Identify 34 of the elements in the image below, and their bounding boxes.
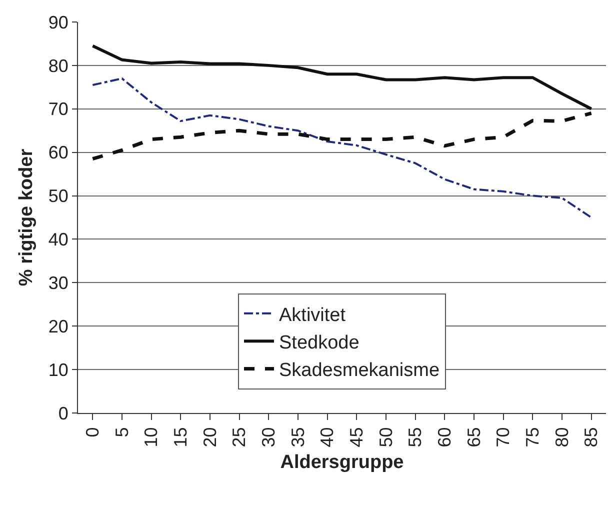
x-tick-label: 50 (376, 427, 396, 448)
y-tick-label: 40 (48, 230, 68, 250)
x-tick-label: 45 (346, 427, 367, 448)
x-tick-label: 25 (229, 427, 250, 448)
x-tick-label: 80 (552, 427, 572, 448)
x-tick-label: 5 (112, 427, 132, 438)
legend-label: Aktivitet (279, 304, 346, 326)
x-tick-label: 65 (464, 427, 484, 448)
x-tick-label: 55 (405, 427, 426, 448)
x-tick-label: 40 (317, 427, 338, 448)
legend-label: Stedkode (279, 332, 360, 354)
legend-label: Skadesmekanisme (279, 360, 440, 382)
x-tick-label: 0 (82, 427, 103, 438)
y-tick-label: 90 (48, 12, 68, 32)
y-axis-title: % rigtige koder (16, 148, 38, 286)
x-tick-label: 35 (288, 427, 308, 448)
y-tick-label: 60 (48, 142, 68, 163)
x-tick-label: 15 (170, 427, 191, 448)
y-tick-label: 20 (48, 316, 68, 336)
y-tick-label: 0 (58, 403, 68, 424)
x-tick-label: 75 (522, 427, 543, 448)
x-tick-label: 85 (581, 427, 602, 448)
x-axis-title: Aldersgruppe (280, 452, 404, 474)
x-tick-label: 10 (141, 427, 162, 448)
y-tick-label: 30 (48, 272, 68, 293)
line-series (92, 77, 592, 218)
y-tick-label: 10 (48, 360, 68, 380)
x-tick-label: 30 (258, 427, 279, 448)
y-tick-label: 70 (48, 99, 68, 120)
x-tick-label: 60 (434, 427, 455, 448)
x-tick-label: 20 (200, 427, 220, 448)
y-tick-label: 50 (48, 186, 68, 206)
y-tick-label: 80 (48, 56, 68, 76)
x-tick-label: 70 (493, 427, 514, 448)
